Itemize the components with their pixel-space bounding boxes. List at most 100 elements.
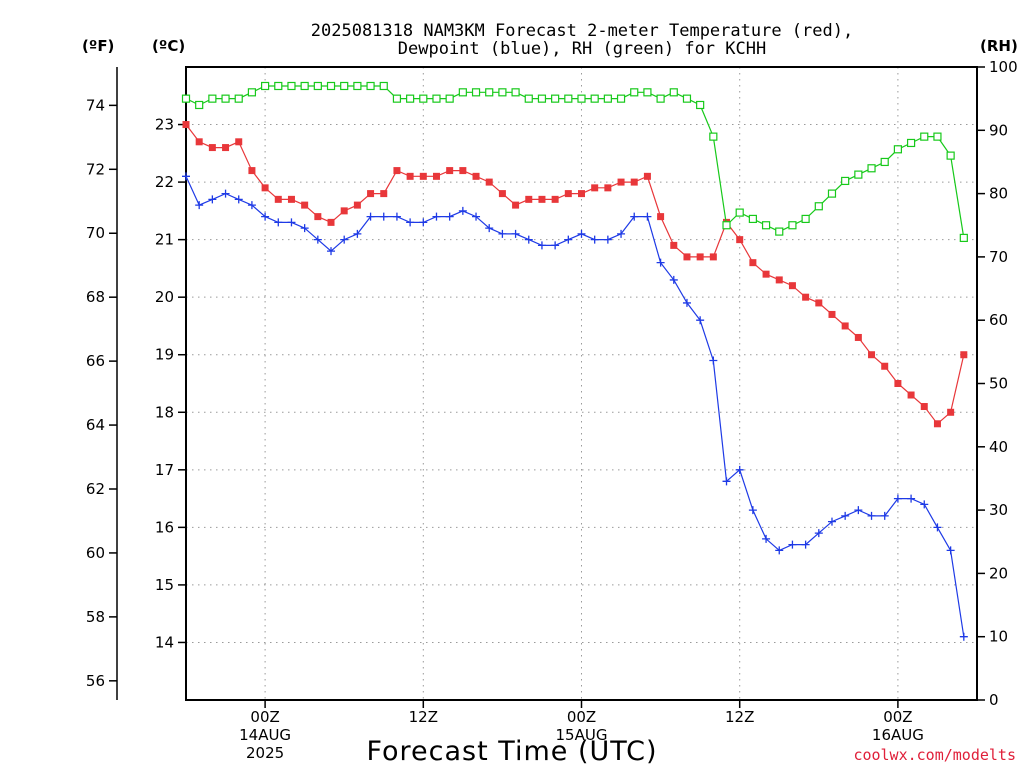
dewpoint-point — [696, 316, 705, 325]
temperature-point — [446, 167, 454, 175]
dewpoint-point — [748, 506, 757, 515]
rh-point — [300, 81, 309, 91]
dewpoint-point — [274, 218, 283, 227]
fahrenheit-tick-label: 60 — [86, 544, 105, 562]
dewpoint-point — [788, 540, 797, 549]
temperature-point — [762, 270, 770, 278]
x-tick-year-label: 2025 — [246, 744, 284, 762]
temperature-point — [775, 276, 783, 284]
x-tick-label: 00Z — [567, 708, 596, 726]
dewpoint-point — [920, 500, 929, 509]
dewpoint-point — [959, 632, 968, 641]
temperature-point — [683, 253, 691, 261]
rh-point — [893, 145, 903, 154]
temperature-point — [353, 201, 361, 209]
temperature-point — [432, 172, 440, 180]
temperature-point — [459, 167, 467, 175]
rh-point — [498, 88, 507, 97]
temperature-point — [947, 408, 955, 416]
temperature-point — [472, 172, 480, 180]
celsius-tick-label: 23 — [155, 116, 174, 134]
rh-tick-label: 0 — [989, 691, 999, 709]
rh-point — [735, 208, 744, 217]
rh-line — [185, 85, 965, 238]
temperature-point — [617, 178, 625, 186]
temperature-point — [564, 190, 572, 198]
dewpoint-point — [353, 229, 362, 238]
temperature-point — [525, 195, 533, 203]
dewpoint-point — [682, 298, 691, 307]
fahrenheit-tick-label: 62 — [86, 480, 105, 498]
temperature-point — [709, 253, 717, 261]
temperature-point — [419, 172, 427, 180]
rh-point — [880, 157, 889, 167]
rh-point — [827, 189, 837, 198]
temperature-point — [340, 207, 348, 215]
temperature-point — [881, 362, 889, 370]
dewpoint-point — [485, 224, 494, 233]
rh-point — [195, 100, 204, 110]
temperature-point — [314, 213, 322, 221]
rh-point — [221, 94, 230, 103]
temperature-point — [657, 213, 665, 221]
rh-point — [353, 81, 362, 91]
rh-axis-label: (RH) — [980, 37, 1018, 55]
temperature-point — [960, 351, 968, 359]
dewpoint-point — [893, 494, 902, 503]
dewpoint-point — [313, 235, 322, 244]
dewpoint-point — [630, 212, 639, 221]
celsius-tick-label: 15 — [155, 576, 174, 594]
dewpoint-point — [300, 224, 309, 233]
celsius-tick-label: 14 — [155, 633, 174, 651]
rh-point — [616, 94, 626, 103]
temperature-point — [261, 184, 269, 192]
dewpoint-point — [841, 511, 850, 520]
temperature-point — [591, 184, 599, 192]
fahrenheit-tick-label: 66 — [86, 352, 105, 370]
dewpoint-point — [735, 465, 744, 474]
rh-point — [643, 88, 652, 97]
dewpoint-point — [195, 201, 204, 210]
rh-point — [247, 88, 257, 97]
dewpoint-point — [340, 235, 349, 244]
dewpoint-point — [524, 235, 533, 244]
rh-point — [761, 221, 771, 230]
fahrenheit-tick-label: 72 — [86, 160, 105, 178]
dewpoint-point — [551, 241, 560, 250]
rh-point — [854, 170, 863, 179]
dewpoint-point — [392, 212, 401, 221]
dewpoint-point — [590, 235, 599, 244]
rh-point — [946, 151, 955, 160]
temperature-point — [287, 195, 295, 203]
rh-tick-label: 90 — [989, 121, 1008, 139]
temperature-point — [841, 322, 849, 330]
dewpoint-point — [814, 529, 823, 538]
dewpoint-point — [419, 218, 428, 227]
dewpoint-point — [366, 212, 375, 221]
rh-tick-label: 20 — [989, 564, 1008, 582]
rh-point — [234, 94, 243, 103]
dewpoint-point — [247, 201, 256, 210]
dewpoint-point — [221, 189, 230, 198]
rh-point — [801, 214, 810, 224]
rh-point — [313, 81, 322, 91]
dewpoint-point — [432, 212, 441, 221]
dewpoint-point — [867, 511, 876, 520]
temperature-point — [696, 253, 704, 261]
temperature-point — [604, 184, 612, 192]
rh-point — [696, 100, 705, 110]
dewpoint-point — [287, 218, 296, 227]
temperature-point — [406, 172, 414, 180]
temperature-point — [749, 259, 757, 267]
x-tick-label: 12Z — [725, 708, 754, 726]
rh-point — [682, 94, 692, 103]
dewpoint-point — [643, 212, 652, 221]
rh-tick-label: 30 — [989, 501, 1008, 519]
celsius-tick-label: 17 — [155, 461, 174, 479]
temperature-point — [736, 236, 744, 244]
rh-point — [630, 88, 639, 97]
rh-point — [551, 94, 560, 103]
dewpoint-point — [907, 494, 916, 503]
celsius-axis-label: (ºC) — [152, 37, 185, 55]
x-tick-label: 00Z — [250, 708, 279, 726]
